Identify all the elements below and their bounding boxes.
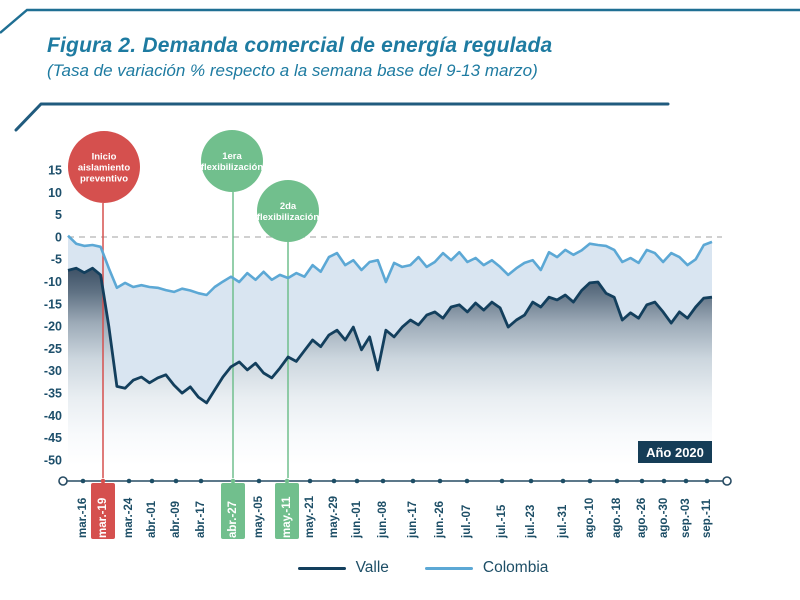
y-tick-label: 15 — [48, 164, 62, 178]
x-tick-label: jun.-26 — [434, 501, 446, 539]
x-tick-dot — [437, 478, 443, 484]
legend-label-colombia: Colombia — [482, 559, 549, 576]
annotation-label: preventivo — [80, 174, 128, 185]
x-tick-label: jul.-23 — [525, 505, 537, 539]
x-tick-label: may.-11 — [281, 496, 293, 538]
x-tick-dot — [331, 478, 337, 484]
x-tick-dot — [499, 478, 505, 484]
x-tick-dot — [284, 478, 290, 484]
x-tick-label: jun.-17 — [407, 501, 419, 539]
valle-line-swatch — [297, 566, 346, 570]
y-tick-label: -50 — [44, 453, 62, 467]
annotation-label: aislamiento — [78, 163, 130, 174]
x-tick-label: abr.-27 — [227, 501, 239, 538]
x-tick-label: ago.-18 — [611, 497, 623, 538]
x-tick-label: jul.-07 — [461, 505, 473, 539]
annotation-label: 1era — [222, 151, 242, 162]
y-tick-label: 0 — [55, 230, 62, 244]
top-rule — [0, 8, 800, 34]
y-tick-label: -30 — [44, 364, 62, 378]
x-tick-label: may.-21 — [304, 495, 316, 538]
x-tick-dot — [587, 478, 593, 484]
colombia-line — [67, 234, 713, 297]
x-tick-label: ago.-26 — [636, 498, 648, 538]
x-tick-dot — [256, 478, 262, 484]
x-tick-dot — [410, 478, 416, 484]
axis-end-ring-right — [722, 476, 732, 486]
annotation-label: 2da — [280, 201, 297, 212]
axis-end-ring-left — [58, 476, 68, 486]
x-tick-dot — [380, 478, 386, 484]
annotation-label: flexibilización — [257, 212, 319, 223]
legend-label-valle: Valle — [355, 559, 389, 576]
header-rule — [14, 102, 670, 132]
x-tick-label: abr.-17 — [195, 501, 207, 538]
x-tick-dot — [149, 478, 155, 484]
annotation-label: Inicio — [92, 152, 117, 163]
x-tick-label: ago.-10 — [584, 498, 596, 538]
y-tick-label: -45 — [44, 431, 62, 445]
x-tick-label: may.-29 — [328, 496, 340, 538]
legend-item-valle: Valle — [297, 559, 389, 577]
x-tick-dot — [230, 478, 236, 484]
y-tick-label: 10 — [48, 186, 62, 200]
annotation-label: flexibilización — [201, 162, 263, 173]
chart-legend: Valle Colombia — [0, 556, 800, 580]
x-tick-dot — [198, 478, 204, 484]
y-tick-label: 5 — [55, 208, 62, 222]
figure-subtitle: (Tasa de variación % respecto a la seman… — [47, 61, 538, 80]
y-tick-label: -25 — [44, 342, 62, 356]
x-tick-dot — [639, 478, 645, 484]
x-tick-label: jun.-01 — [351, 500, 363, 539]
x-tick-label: sep.-03 — [680, 498, 692, 538]
annotation-circle-1 — [201, 130, 263, 192]
x-tick-label: mar.-16 — [77, 498, 89, 538]
x-tick-highlight-box — [221, 483, 245, 539]
valle-line — [67, 266, 713, 405]
x-tick-label: abr.-01 — [146, 500, 158, 538]
x-tick-dot — [126, 478, 132, 484]
x-tick-label: may.-05 — [253, 495, 265, 538]
y-tick-label: -20 — [44, 320, 62, 334]
x-tick-dot — [354, 478, 360, 484]
x-tick-dot — [661, 478, 667, 484]
y-tick-label: -35 — [44, 387, 62, 401]
x-tick-dot — [173, 478, 179, 484]
x-tick-dot — [683, 478, 689, 484]
figure-title: Figura 2. Demanda comercial de energía r… — [47, 34, 553, 57]
valle-area-fill — [68, 268, 712, 465]
x-tick-label: abr.-09 — [170, 501, 182, 538]
x-tick-dot — [560, 478, 566, 484]
x-tick-label: jul.-15 — [496, 504, 508, 539]
x-tick-highlight-box — [275, 483, 299, 539]
x-tick-dot — [464, 478, 470, 484]
y-tick-label: -10 — [44, 275, 62, 289]
legend-item-colombia: Colombia — [424, 559, 549, 577]
annotation-circle-2 — [257, 180, 319, 242]
x-tick-dot — [528, 478, 534, 484]
x-tick-label: ago.-30 — [658, 498, 670, 538]
x-tick-dot — [614, 478, 620, 484]
y-tick-label: -15 — [44, 297, 62, 311]
x-tick-dot — [704, 478, 710, 484]
x-tick-label: mar.-24 — [123, 497, 135, 538]
colombia-line-swatch — [424, 566, 473, 570]
y-tick-label: -5 — [51, 253, 62, 267]
x-tick-dot — [100, 478, 106, 484]
x-tick-highlight-box — [91, 483, 115, 539]
x-tick-dot — [307, 478, 313, 484]
x-tick-label: jul.-31 — [557, 504, 569, 539]
x-tick-dot — [80, 478, 86, 484]
y-tick-label: -40 — [44, 409, 62, 423]
x-tick-label: sep.-11 — [701, 498, 713, 538]
year-badge: Año 2020 — [638, 441, 712, 463]
annotation-circle-0 — [68, 131, 140, 203]
x-tick-label: jun.-08 — [377, 500, 389, 539]
x-tick-label: mar.-19 — [97, 498, 109, 538]
